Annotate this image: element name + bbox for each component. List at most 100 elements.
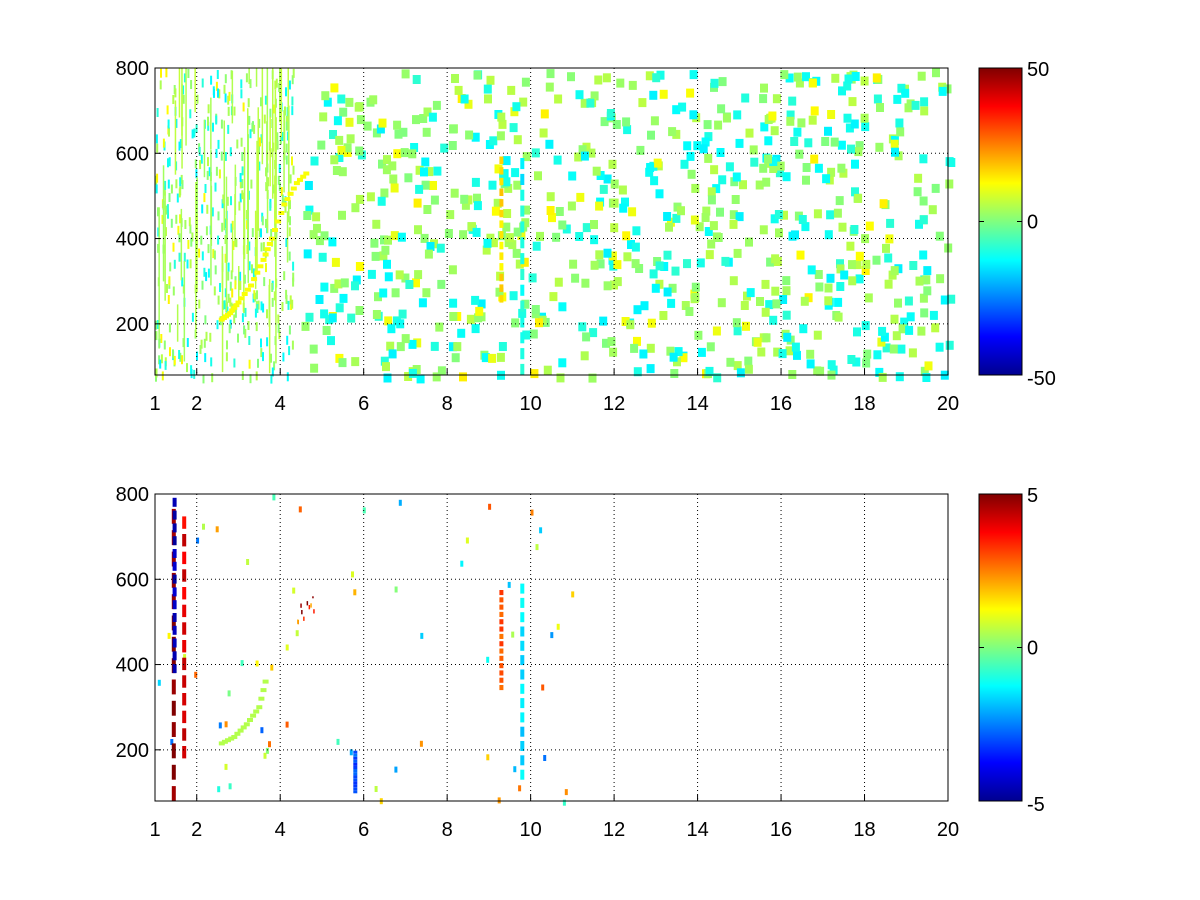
heatmap-cell xyxy=(248,336,251,345)
heatmap-cell xyxy=(383,259,391,269)
heatmap-streak xyxy=(234,164,237,215)
heatmap-cell xyxy=(286,372,289,382)
heatmap-cell xyxy=(207,268,210,278)
heatmap-stripe-segment xyxy=(520,332,525,344)
heatmap-cell xyxy=(552,232,561,242)
heatmap-cell xyxy=(795,149,804,159)
heatmap-streak xyxy=(310,603,312,608)
heatmap-cell xyxy=(504,183,513,193)
heatmap-cell xyxy=(225,352,228,362)
heatmap-trace-point xyxy=(290,186,297,191)
heatmap-cell xyxy=(430,341,439,351)
heatmap-cell xyxy=(367,269,376,279)
heatmap-trace-point xyxy=(244,287,251,292)
heatmap-stripe-segment xyxy=(353,759,358,763)
heatmap-cell xyxy=(893,94,902,104)
heatmap-cell xyxy=(181,180,184,190)
heatmap-cell xyxy=(691,292,700,302)
heatmap-cell xyxy=(714,120,723,130)
heatmap-cell xyxy=(836,282,845,291)
heatmap-cell xyxy=(512,248,521,258)
heatmap-cell xyxy=(220,151,223,161)
heatmap-cell xyxy=(328,237,337,247)
heatmap-cell xyxy=(875,142,884,152)
heatmap-cell xyxy=(160,68,162,78)
heatmap-cell xyxy=(379,288,388,298)
heatmap-trace-point xyxy=(262,252,269,257)
heatmap-cell xyxy=(631,259,640,269)
heatmap-cell xyxy=(204,353,207,363)
heatmap-cell xyxy=(394,129,403,139)
top-heatmap-xticks: 1 2 4 6 8 10 12 14 16 18 20 xyxy=(149,369,959,415)
heatmap-cell xyxy=(679,353,688,363)
heatmap-streak xyxy=(257,107,259,231)
heatmap-cell xyxy=(633,367,642,377)
heatmap-cell xyxy=(815,282,824,292)
heatmap-streak xyxy=(300,603,302,608)
heatmap-cell xyxy=(168,193,171,202)
heatmap-cell xyxy=(892,331,901,341)
heatmap-cell xyxy=(834,297,843,307)
heatmap-streak xyxy=(256,140,258,275)
heatmap-cell xyxy=(288,80,291,90)
heatmap-cell xyxy=(701,213,710,222)
heatmap-cell xyxy=(471,295,480,305)
x-tick-label: 20 xyxy=(937,393,959,415)
heatmap-cell xyxy=(399,127,408,137)
heatmap-cell xyxy=(186,363,188,373)
heatmap-cell xyxy=(309,230,318,240)
heatmap-cell xyxy=(167,209,169,219)
heatmap-cell xyxy=(550,632,554,639)
heatmap-cell xyxy=(422,127,431,137)
heatmap-cell xyxy=(665,222,673,232)
top-heatmap-yticks: 200 400 600 800 xyxy=(116,58,161,336)
heatmap-cell xyxy=(374,786,378,792)
heatmap-cell xyxy=(224,253,227,263)
heatmap-cell xyxy=(290,301,293,310)
heatmap-cell xyxy=(847,355,856,364)
heatmap-cell xyxy=(317,140,326,150)
heatmap-cell xyxy=(827,110,836,119)
heatmap-cell xyxy=(877,337,886,347)
heatmap-cell xyxy=(769,164,778,173)
heatmap-cell xyxy=(628,80,637,90)
heatmap-cell xyxy=(568,171,577,181)
heatmap-cell xyxy=(646,364,655,374)
heatmap-cell xyxy=(726,357,735,367)
heatmap-cell xyxy=(270,664,274,671)
heatmap-cell xyxy=(286,131,289,141)
heatmap-cell xyxy=(707,239,716,249)
heatmap-stripe-segment xyxy=(172,587,177,597)
heatmap-cell xyxy=(681,301,690,310)
heatmap-cell xyxy=(412,75,421,84)
heatmap-cell xyxy=(913,187,922,197)
heatmap-cell xyxy=(861,234,870,244)
x-tick-label: 2 xyxy=(191,819,202,841)
heatmap-stripe-segment xyxy=(172,497,177,507)
heatmap-cell xyxy=(865,221,874,231)
bottom-colorbar: 5 0 -5 xyxy=(978,485,1045,816)
heatmap-cell xyxy=(346,134,355,144)
heatmap-cell xyxy=(451,74,459,83)
heatmap-cell xyxy=(635,264,644,273)
heatmap-cell xyxy=(532,241,541,251)
heatmap-stripe-segment xyxy=(520,669,525,680)
heatmap-cell xyxy=(670,369,679,378)
heatmap-cell xyxy=(272,494,276,501)
heatmap-streak xyxy=(223,120,225,231)
heatmap-cell xyxy=(457,328,466,338)
heatmap-cell xyxy=(262,242,265,252)
x-tick-label: 10 xyxy=(520,819,542,841)
heatmap-cell xyxy=(415,184,424,194)
heatmap-cell xyxy=(683,141,692,151)
heatmap-cell xyxy=(281,132,284,141)
heatmap-cell xyxy=(835,196,844,206)
heatmap-cell xyxy=(330,283,339,293)
heatmap-cell xyxy=(816,366,825,376)
heatmap-cell xyxy=(295,630,299,637)
heatmap-cell xyxy=(589,328,598,338)
heatmap-cell xyxy=(571,591,575,598)
heatmap-cell xyxy=(291,106,294,116)
heatmap-cell xyxy=(245,73,248,83)
heatmap-stripe-segment xyxy=(499,670,504,676)
